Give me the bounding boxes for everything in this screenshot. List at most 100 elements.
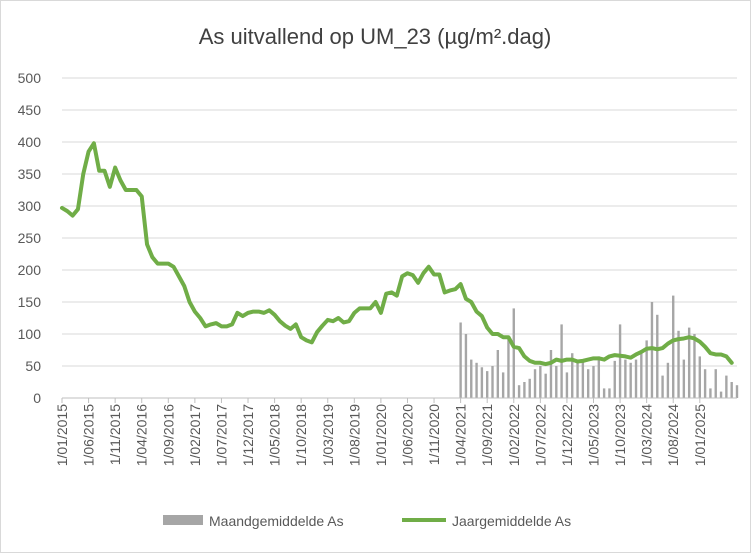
bar bbox=[624, 359, 627, 398]
bar bbox=[475, 362, 478, 398]
bar bbox=[576, 362, 579, 398]
bar bbox=[517, 385, 521, 398]
legend-bar-label: Maandgemiddelde As bbox=[209, 513, 344, 529]
bar bbox=[586, 369, 590, 398]
bar bbox=[491, 366, 494, 398]
bar bbox=[608, 388, 611, 398]
y-tick-label: 450 bbox=[18, 102, 42, 118]
x-axis bbox=[61, 397, 737, 403]
x-tick-label: 1/07/2017 bbox=[213, 404, 229, 466]
bar bbox=[544, 373, 547, 398]
line-series-path bbox=[60, 141, 734, 367]
x-tick-label: 1/12/2017 bbox=[240, 404, 256, 466]
y-tick-label: 150 bbox=[18, 294, 42, 310]
x-tick-label: 1/09/2021 bbox=[479, 404, 495, 466]
bar bbox=[613, 360, 616, 398]
bar bbox=[470, 359, 473, 398]
bar bbox=[714, 369, 717, 398]
x-tick-label: 1/07/2022 bbox=[532, 404, 548, 466]
bar bbox=[677, 330, 680, 398]
y-axis-tick-labels: 0 50 100 150 200 250 300 350 400 450 500 bbox=[18, 70, 42, 406]
bar bbox=[682, 359, 686, 398]
x-tick-label: 1/06/2015 bbox=[81, 404, 97, 466]
bar bbox=[698, 356, 701, 398]
x-tick-label: 1/01/2025 bbox=[692, 404, 708, 466]
bar bbox=[634, 359, 638, 398]
legend-bar-swatch bbox=[163, 515, 203, 525]
bar bbox=[571, 353, 574, 398]
legend-line-label: Jaargemiddelde As bbox=[452, 513, 571, 529]
x-tick-label: 1/02/2017 bbox=[187, 404, 203, 466]
x-tick-label: 1/12/2022 bbox=[559, 404, 575, 466]
chart-title: As uitvallend op UM_23 (µg/m².dag) bbox=[199, 24, 552, 49]
bar bbox=[480, 367, 484, 398]
x-tick-label: 1/03/2024 bbox=[639, 404, 655, 466]
x-tick-label: 1/05/2018 bbox=[267, 404, 283, 466]
line-series bbox=[60, 141, 734, 367]
bar bbox=[709, 388, 712, 398]
bar bbox=[528, 378, 531, 398]
x-tick-label: 1/11/2020 bbox=[426, 404, 442, 465]
legend: Maandgemiddelde As Jaargemiddelde As bbox=[163, 513, 571, 529]
bar bbox=[666, 362, 670, 398]
bar bbox=[629, 362, 632, 398]
bar bbox=[645, 340, 648, 398]
bar bbox=[735, 385, 739, 398]
bar bbox=[459, 322, 462, 398]
bar bbox=[464, 334, 468, 398]
y-tick-label: 0 bbox=[33, 390, 41, 406]
bar bbox=[592, 366, 595, 398]
x-tick-label: 1/01/2020 bbox=[373, 404, 389, 466]
bar bbox=[618, 324, 622, 398]
bar bbox=[719, 391, 723, 398]
bar bbox=[640, 353, 643, 398]
y-tick-label: 500 bbox=[18, 70, 42, 86]
y-tick-label: 400 bbox=[18, 134, 42, 150]
bar bbox=[539, 366, 542, 398]
y-tick-label: 50 bbox=[25, 358, 41, 374]
x-tick-label: 1/02/2022 bbox=[506, 404, 522, 466]
bar bbox=[523, 382, 526, 398]
x-tick-label: 1/10/2018 bbox=[293, 404, 309, 466]
bar bbox=[730, 382, 733, 398]
y-tick-label: 100 bbox=[18, 326, 42, 342]
grid-lines bbox=[62, 77, 737, 367]
bar bbox=[496, 350, 500, 398]
bar bbox=[533, 369, 537, 398]
bar bbox=[725, 375, 728, 398]
bar bbox=[507, 335, 510, 398]
x-tick-label: 1/09/2016 bbox=[160, 404, 176, 466]
y-tick-label: 350 bbox=[18, 166, 42, 182]
x-axis-tick-labels: 1/01/2015 1/06/2015 1/11/2015 1/04/2016 1/09… bbox=[54, 404, 708, 467]
bar bbox=[486, 371, 489, 398]
bar bbox=[656, 314, 659, 398]
bar bbox=[687, 327, 691, 398]
x-tick-label: 1/04/2016 bbox=[134, 404, 150, 466]
bar bbox=[512, 308, 515, 398]
x-tick-label: 1/11/2015 bbox=[107, 404, 123, 465]
bar bbox=[703, 369, 707, 398]
x-tick-label: 1/10/2023 bbox=[612, 404, 628, 466]
bar-series bbox=[459, 295, 739, 398]
x-tick-label: 1/05/2023 bbox=[586, 404, 602, 466]
bar bbox=[602, 388, 606, 398]
x-tick-label: 1/06/2020 bbox=[399, 404, 415, 466]
y-tick-label: 300 bbox=[18, 198, 42, 214]
bar bbox=[581, 359, 585, 398]
x-tick-label: 1/01/2015 bbox=[54, 404, 70, 466]
x-tick-label: 1/08/2019 bbox=[346, 404, 362, 466]
x-tick-label: 1/03/2019 bbox=[320, 404, 336, 466]
bar bbox=[549, 350, 553, 398]
x-tick-label: 1/04/2021 bbox=[453, 404, 469, 466]
x-tick-label: 1/08/2024 bbox=[665, 404, 681, 466]
bar bbox=[565, 372, 569, 398]
bar bbox=[693, 334, 696, 398]
y-tick-label: 250 bbox=[18, 230, 42, 246]
bar bbox=[501, 372, 505, 398]
bar bbox=[555, 366, 558, 398]
y-tick-label: 200 bbox=[18, 262, 42, 278]
bar bbox=[661, 375, 664, 398]
bar bbox=[672, 295, 675, 398]
